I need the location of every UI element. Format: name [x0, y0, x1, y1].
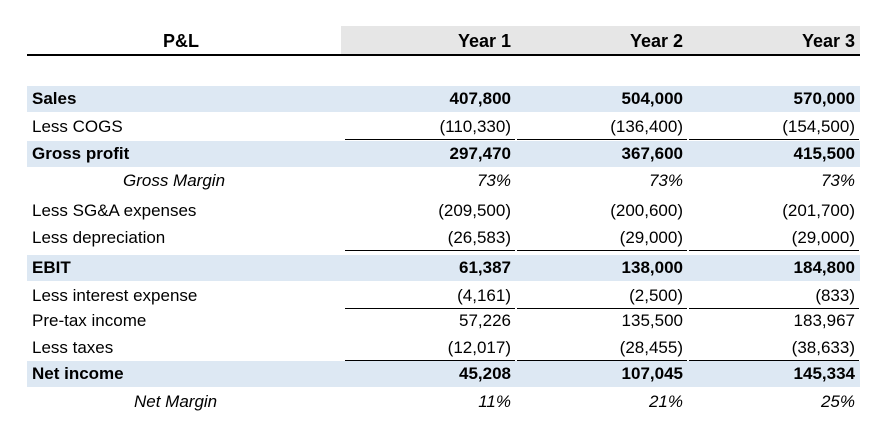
subtotal-rule [517, 139, 687, 140]
row-label: Less SG&A expenses [32, 201, 197, 220]
row-value-year-1: 45,208 [459, 364, 511, 383]
subtotal-rule [689, 250, 859, 251]
row-label: Less depreciation [32, 228, 166, 247]
pl-row-sga: Less SG&A expenses (209,500) (200,600) (… [27, 198, 860, 224]
row-value-year-3: (38,633) [791, 338, 855, 357]
pl-row-gross-margin: Gross Margin 73% 73% 73% [27, 168, 860, 194]
pl-row-depreciation: Less depreciation (26,583) (29,000) (29,… [27, 225, 860, 251]
row-value-year-3: 184,800 [793, 258, 855, 277]
subtotal-rule [345, 308, 515, 309]
row-value-year-3: 145,334 [793, 364, 855, 383]
row-value-year-2: (200,600) [610, 201, 683, 220]
pl-row-sales: Sales 407,800 504,000 570,000 [27, 86, 860, 112]
row-value-year-1: 297,470 [449, 144, 511, 163]
row-value-year-2: (136,400) [610, 117, 683, 136]
header-row: P&L Year 1 Year 2 Year 3 [27, 28, 860, 54]
row-label: Sales [32, 89, 77, 108]
subtotal-rule [345, 250, 515, 251]
row-value-year-3: 73% [820, 171, 855, 190]
row-value-year-1: (110,330) [439, 117, 511, 136]
pl-row-interest: Less interest expense (4,161) (2,500) (8… [27, 283, 860, 309]
row-value-year-1: 11% [478, 392, 511, 411]
pl-row-gross-profit: Gross profit 297,470 367,600 415,500 [27, 141, 860, 167]
row-value-year-1: (12,017) [447, 338, 511, 357]
subtotal-rule [517, 250, 687, 251]
row-label: Net income [32, 364, 124, 383]
row-value-year-1: (26,583) [447, 228, 511, 247]
row-value-year-1: 57,226 [459, 311, 511, 330]
row-value-year-2: 135,500 [621, 311, 683, 330]
header-year-2: Year 2 [629, 31, 683, 51]
row-value-year-3: 570,000 [793, 89, 855, 108]
header-rule [27, 54, 860, 56]
pl-row-taxes: Less taxes (12,017) (28,455) (38,633) [27, 335, 860, 361]
row-label: Gross Margin [123, 171, 226, 190]
pl-row-net-margin: Net Margin 11% 21% 25% [27, 389, 860, 415]
subtotal-rule [689, 308, 859, 309]
row-value-year-3: (154,500) [782, 117, 855, 136]
row-label: Less COGS [32, 117, 123, 136]
row-value-year-2: 504,000 [621, 89, 683, 108]
subtotal-rule [517, 360, 687, 361]
subtotal-rule [517, 308, 687, 309]
row-value-year-1: 61,387 [459, 258, 511, 277]
pl-row-pretax: Pre-tax income 57,226 135,500 183,967 [27, 308, 860, 334]
pl-row-cogs: Less COGS (110,330) (136,400) (154,500) [27, 114, 860, 140]
row-value-year-3: (201,700) [782, 201, 855, 220]
pl-row-net-income: Net income 45,208 107,045 145,334 [27, 361, 860, 387]
row-value-year-3: (29,000) [791, 228, 855, 247]
subtotal-rule [689, 139, 859, 140]
row-label: Less interest expense [32, 286, 198, 305]
row-value-year-1: (209,500) [438, 201, 511, 220]
row-value-year-2: 138,000 [621, 258, 683, 277]
row-value-year-3: 183,967 [793, 311, 855, 330]
row-value-year-2: (29,000) [619, 228, 683, 247]
row-label: Net Margin [134, 392, 218, 411]
row-value-year-3: 25% [820, 392, 855, 411]
row-label: Gross profit [32, 144, 130, 163]
header-year-1: Year 1 [457, 31, 511, 51]
row-value-year-1: 407,800 [449, 89, 511, 108]
row-value-year-2: 367,600 [621, 144, 683, 163]
row-value-year-2: (28,455) [619, 338, 683, 357]
row-value-year-1: 73% [476, 171, 511, 190]
subtotal-rule [345, 360, 515, 361]
header-year-3: Year 3 [801, 31, 855, 51]
row-label: Pre-tax income [32, 311, 147, 330]
row-value-year-2: 21% [648, 392, 683, 411]
header-title: P&L [163, 31, 199, 51]
row-value-year-1: (4,161) [457, 286, 511, 305]
pl-row-ebit: EBIT 61,387 138,000 184,800 [27, 255, 860, 281]
row-value-year-3: (833) [815, 286, 855, 305]
row-value-year-3: 415,500 [793, 144, 855, 163]
row-label: EBIT [32, 258, 71, 277]
header-band [341, 26, 860, 54]
row-value-year-2: 107,045 [621, 364, 683, 383]
row-label: Less taxes [32, 338, 114, 357]
subtotal-rule [689, 360, 859, 361]
row-value-year-2: 73% [648, 171, 683, 190]
subtotal-rule [345, 139, 515, 140]
row-value-year-2: (2,500) [629, 286, 683, 305]
